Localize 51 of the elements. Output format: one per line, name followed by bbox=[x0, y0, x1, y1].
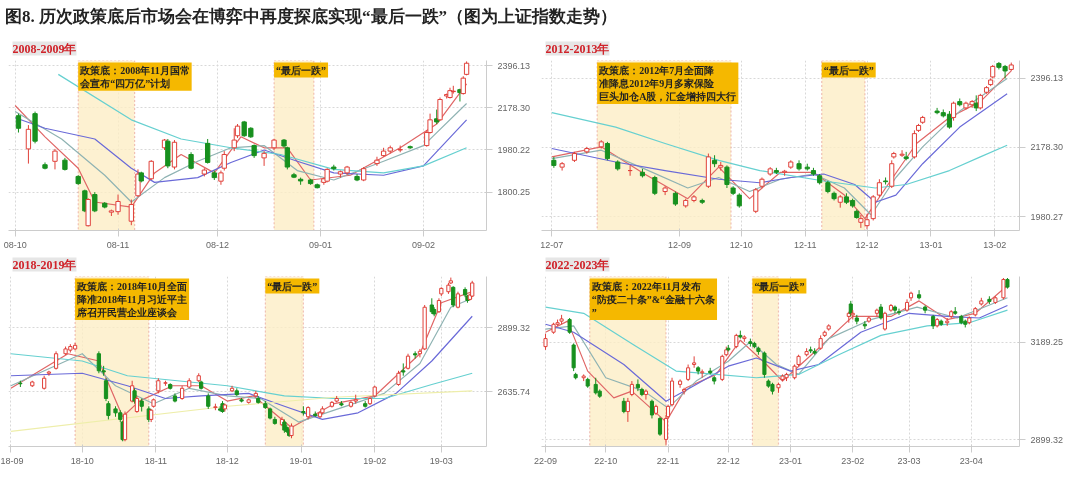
x-tick-label: 18-11 bbox=[144, 455, 168, 466]
y-tick-label: 2899.32 bbox=[497, 322, 531, 333]
x-tick-label: 08-11 bbox=[106, 239, 130, 250]
band-label: 政策底：2012年7月全面降准降息2012年9月多家保险巨头加仓A股，汇金增持四大行 bbox=[598, 64, 737, 102]
x-tick-label: 12-07 bbox=[540, 239, 564, 250]
x-tick-label: 18-12 bbox=[215, 455, 239, 466]
y-tick-label: 1800.25 bbox=[497, 187, 531, 198]
y-tick-label: 2899.32 bbox=[1030, 434, 1064, 445]
y-tick-label: 2178.30 bbox=[497, 102, 531, 113]
y-tick-label: 2396.13 bbox=[497, 60, 531, 71]
y-tick-label: 1980.22 bbox=[497, 144, 531, 155]
x-tick-label: 19-01 bbox=[289, 455, 313, 466]
band-label: 政策底：2018年10月全面降准2018年11月习近平主席召开民营企业座谈会 bbox=[76, 280, 188, 318]
x-tick-label: 19-03 bbox=[429, 455, 453, 466]
x-tick-label: 22-10 bbox=[594, 455, 618, 466]
band-label: “最后一跌” bbox=[754, 280, 805, 292]
chart-title: 图8. 历次政策底后市场会在博弈中再度探底实现“最后一跌”（图为上证指数走势） bbox=[5, 6, 617, 28]
x-tick-label: 12-09 bbox=[668, 239, 692, 250]
x-tick-label: 23-03 bbox=[897, 455, 921, 466]
x-tick-label: 19-02 bbox=[363, 455, 387, 466]
chart-subtitle: 2022-2023年 bbox=[545, 257, 610, 272]
x-tick-label: 13-01 bbox=[919, 239, 943, 250]
x-tick-label: 12-10 bbox=[729, 239, 753, 250]
chart-subtitle: 2008-2009年 bbox=[12, 41, 77, 56]
x-tick-label: 08-12 bbox=[206, 239, 230, 250]
x-tick-label: 18-10 bbox=[70, 455, 94, 466]
chart-subtitle: 2012-2013年 bbox=[545, 41, 610, 56]
chart-subtitle: 2018-2019年 bbox=[12, 257, 77, 272]
y-tick-label: 2635.74 bbox=[497, 386, 531, 397]
x-tick-label: 12-12 bbox=[855, 239, 879, 250]
y-tick-label: 2178.30 bbox=[1030, 142, 1064, 153]
band-label: 政策底：2008年11月国常会宣布“四万亿”计划 bbox=[79, 64, 190, 89]
x-tick-label: 22-09 bbox=[534, 455, 558, 466]
x-tick-label: 12-11 bbox=[794, 239, 817, 250]
x-tick-label: 13-02 bbox=[983, 239, 1007, 250]
x-tick-label: 09-01 bbox=[309, 239, 333, 250]
band-label: “最后一跌” bbox=[267, 280, 318, 292]
band-label: 政策底：2022年11月发布“防疫二十条”&“金融十六条” bbox=[590, 280, 716, 318]
x-tick-label: 08-10 bbox=[3, 239, 27, 250]
band-label: “最后一跌” bbox=[823, 64, 874, 76]
y-tick-label: 2396.13 bbox=[1030, 73, 1064, 84]
band-label: “最后一跌” bbox=[276, 64, 327, 76]
x-tick-label: 23-02 bbox=[841, 455, 865, 466]
x-tick-label: 09-02 bbox=[411, 239, 435, 250]
x-tick-label: 22-12 bbox=[716, 455, 740, 466]
x-tick-label: 18-09 bbox=[0, 455, 24, 466]
x-tick-label: 23-04 bbox=[959, 455, 983, 466]
x-tick-label: 22-11 bbox=[656, 455, 680, 466]
y-tick-label: 1980.27 bbox=[1030, 211, 1064, 222]
y-tick-label: 3189.25 bbox=[1030, 337, 1064, 348]
x-tick-label: 23-01 bbox=[779, 455, 803, 466]
